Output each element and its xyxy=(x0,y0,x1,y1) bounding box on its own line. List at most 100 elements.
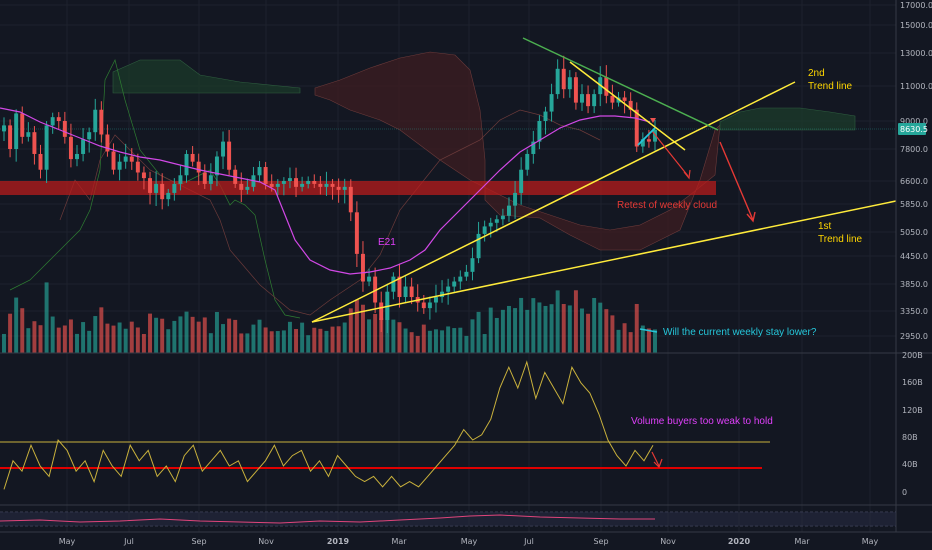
volume-bar xyxy=(646,328,651,353)
price-tick-label: 7800.0 xyxy=(900,145,928,154)
volume-bar xyxy=(214,311,219,353)
time-tick-label: Sep xyxy=(593,537,608,546)
candle-body xyxy=(111,151,116,170)
volume-bar xyxy=(99,307,104,353)
oscillator-line xyxy=(3,360,654,490)
volume-bar xyxy=(263,327,268,353)
candle-body xyxy=(87,132,92,140)
candle-body xyxy=(367,276,372,282)
candle-body xyxy=(184,153,189,176)
candle-body xyxy=(348,186,353,213)
volume-bar xyxy=(202,317,207,353)
candle-body xyxy=(488,222,493,227)
volume-bar xyxy=(269,331,274,353)
candle-body xyxy=(318,183,323,187)
candle-body xyxy=(50,117,55,126)
candle-body xyxy=(269,183,274,187)
candle-body xyxy=(14,113,19,149)
annotation-e21: E21 xyxy=(378,237,396,248)
price-tick-label: 15000.0 xyxy=(900,21,932,30)
time-tick-label: Nov xyxy=(660,537,676,546)
volume-bar xyxy=(348,308,353,353)
candle-body xyxy=(336,186,341,190)
candle-body xyxy=(543,111,548,121)
volume-bar xyxy=(68,319,73,353)
candle-body xyxy=(306,181,311,184)
volume-bar xyxy=(586,313,591,353)
volume-bar xyxy=(397,322,402,353)
candle-body xyxy=(567,77,572,90)
candle-body xyxy=(537,121,542,142)
oscillator-axis[interactable]: 200B 160B 120B 80B 40B 0 xyxy=(902,351,923,497)
price-axis[interactable]: 17000.0 15000.0 13000.0 11000.0 9000.0 7800.0… xyxy=(900,1,932,341)
candle-body xyxy=(561,68,566,90)
candle-body xyxy=(239,183,244,190)
volume-bar xyxy=(275,331,280,353)
volume-bar xyxy=(555,290,560,353)
volume-bar xyxy=(148,313,152,353)
candle-body xyxy=(257,167,262,176)
volume-bar xyxy=(93,316,98,353)
time-axis[interactable]: May Jul Sep Nov 2019 Mar May Jul Sep Nov 2020 Mar Ma… xyxy=(59,537,879,546)
volume-bar xyxy=(81,322,86,353)
volume-bar xyxy=(324,330,329,353)
ichimoku-lines xyxy=(9,58,601,319)
candle-body xyxy=(324,183,329,187)
volume-bar xyxy=(221,324,226,353)
projection-arrows xyxy=(637,118,756,333)
oscillator-tick-label: 0 xyxy=(902,488,907,497)
volume-bar xyxy=(336,326,341,353)
candle-body xyxy=(525,153,530,170)
volume-bar xyxy=(427,330,432,353)
candle-body xyxy=(129,156,134,162)
volume-bar xyxy=(470,319,475,353)
candle-body xyxy=(123,156,128,162)
candle-body xyxy=(507,205,511,216)
volume-bar xyxy=(446,326,451,353)
candle-body xyxy=(379,302,384,321)
volume-bar xyxy=(415,335,420,353)
volume-bar xyxy=(26,328,31,353)
annotation-2nd: 2nd xyxy=(808,68,825,79)
candle-body xyxy=(458,276,463,282)
volume-bar xyxy=(178,316,183,353)
price-tick-label: 11000.0 xyxy=(900,82,932,91)
volume-bar xyxy=(598,302,603,353)
candle-body xyxy=(476,233,481,259)
candle-body xyxy=(452,281,457,287)
time-tick-label: May xyxy=(59,537,76,546)
volume-bar xyxy=(634,303,639,353)
candle-body xyxy=(312,181,317,184)
volume-bar xyxy=(129,321,134,353)
volume-bar xyxy=(184,311,189,353)
volume-bar xyxy=(14,297,19,353)
volume-bar xyxy=(190,316,195,353)
candle-body xyxy=(8,125,13,149)
annotation-2nd-trend: Trend line xyxy=(808,81,853,92)
volume-bar xyxy=(452,328,457,353)
annotation-retest: Retest of weekly cloud xyxy=(617,200,717,211)
candle-body xyxy=(81,139,86,154)
candle-body xyxy=(2,125,6,132)
volume-bar xyxy=(8,313,13,353)
candle-body xyxy=(214,156,219,176)
candle-body xyxy=(68,136,73,160)
candle-body xyxy=(592,94,597,107)
volume-bar xyxy=(233,319,238,353)
kijun-span xyxy=(59,109,601,316)
volume-bar xyxy=(294,329,299,353)
green-resistance-line xyxy=(522,37,719,131)
candle-body xyxy=(20,113,25,137)
volume-bar xyxy=(257,319,262,353)
volume-bar xyxy=(573,290,578,353)
volume-bar xyxy=(75,333,79,353)
candle-body xyxy=(513,192,518,206)
volume-bar xyxy=(421,324,426,353)
candle-body xyxy=(227,141,232,170)
candle-body xyxy=(604,77,609,96)
candle-body xyxy=(160,183,165,200)
volume-bar xyxy=(458,327,463,353)
volume-bar xyxy=(543,305,548,353)
candle-body xyxy=(519,169,524,193)
